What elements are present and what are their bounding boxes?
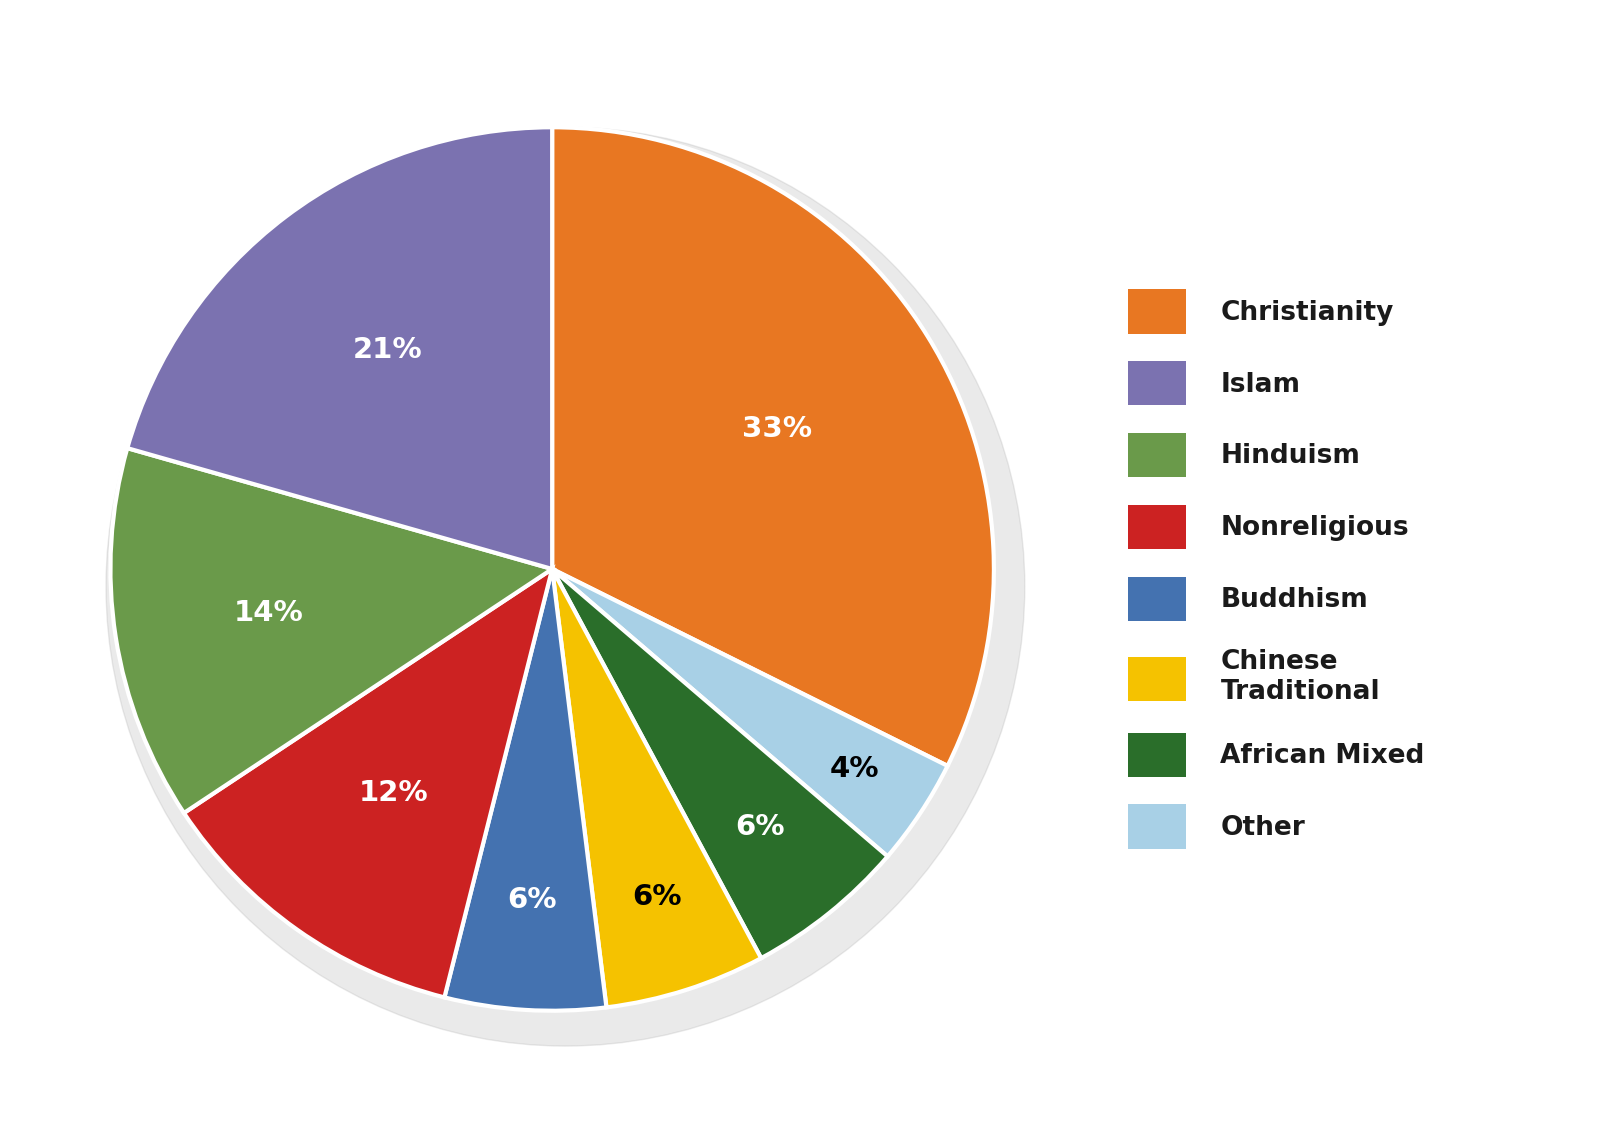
Text: 21%: 21% [352, 337, 422, 364]
Wedge shape [445, 569, 605, 1011]
Text: 6%: 6% [735, 814, 784, 841]
Ellipse shape [105, 127, 1024, 1046]
Text: 14%: 14% [234, 599, 304, 627]
Wedge shape [127, 127, 552, 569]
Text: 4%: 4% [829, 756, 878, 783]
Wedge shape [110, 448, 552, 813]
Wedge shape [552, 569, 888, 958]
Wedge shape [552, 569, 946, 857]
Wedge shape [552, 127, 993, 766]
Text: 33%: 33% [742, 415, 812, 444]
Wedge shape [552, 569, 761, 1007]
Text: 6%: 6% [631, 883, 682, 912]
Wedge shape [183, 569, 552, 997]
Legend: Christianity, Islam, Hinduism, Nonreligious, Buddhism, Chinese
Traditional, Afri: Christianity, Islam, Hinduism, Nonreligi… [1128, 289, 1423, 849]
Text: 12%: 12% [359, 778, 428, 807]
Text: 6%: 6% [506, 885, 557, 914]
